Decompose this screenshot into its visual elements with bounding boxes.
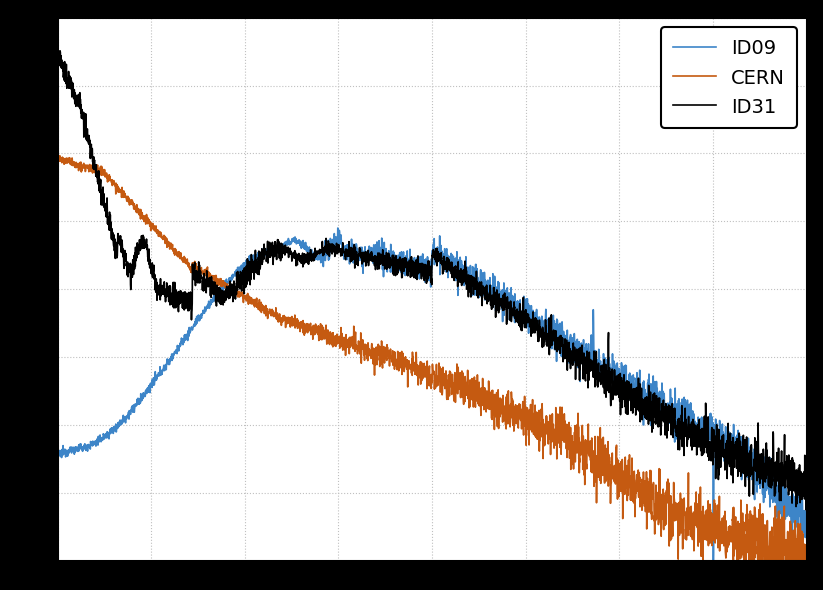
ID09 bbox=[138, 395, 148, 402]
ID09 bbox=[332, 225, 342, 232]
ID09 bbox=[340, 242, 350, 250]
ID31 bbox=[802, 492, 811, 499]
ID31 bbox=[787, 477, 797, 484]
CERN bbox=[802, 548, 811, 555]
CERN bbox=[340, 343, 350, 350]
ID09 bbox=[709, 568, 718, 575]
CERN bbox=[138, 214, 148, 221]
Line: CERN: CERN bbox=[58, 156, 807, 590]
ID09 bbox=[706, 430, 716, 437]
CERN bbox=[373, 357, 383, 364]
ID31 bbox=[183, 301, 193, 309]
CERN bbox=[706, 533, 716, 540]
ID31 bbox=[340, 248, 350, 255]
ID09 bbox=[373, 254, 383, 261]
Line: ID09: ID09 bbox=[58, 228, 807, 572]
ID31 bbox=[706, 457, 716, 464]
ID09 bbox=[802, 495, 811, 502]
CERN bbox=[183, 261, 193, 268]
ID09 bbox=[53, 451, 63, 458]
CERN bbox=[787, 554, 797, 561]
Legend: ID09, CERN, ID31: ID09, CERN, ID31 bbox=[661, 27, 797, 128]
ID31 bbox=[801, 506, 811, 513]
ID31 bbox=[53, 47, 63, 54]
CERN bbox=[55, 152, 65, 159]
Line: ID31: ID31 bbox=[58, 50, 807, 510]
ID09 bbox=[788, 531, 797, 538]
ID09 bbox=[183, 333, 193, 340]
ID31 bbox=[372, 255, 382, 262]
ID31 bbox=[138, 232, 148, 239]
CERN bbox=[53, 154, 63, 161]
